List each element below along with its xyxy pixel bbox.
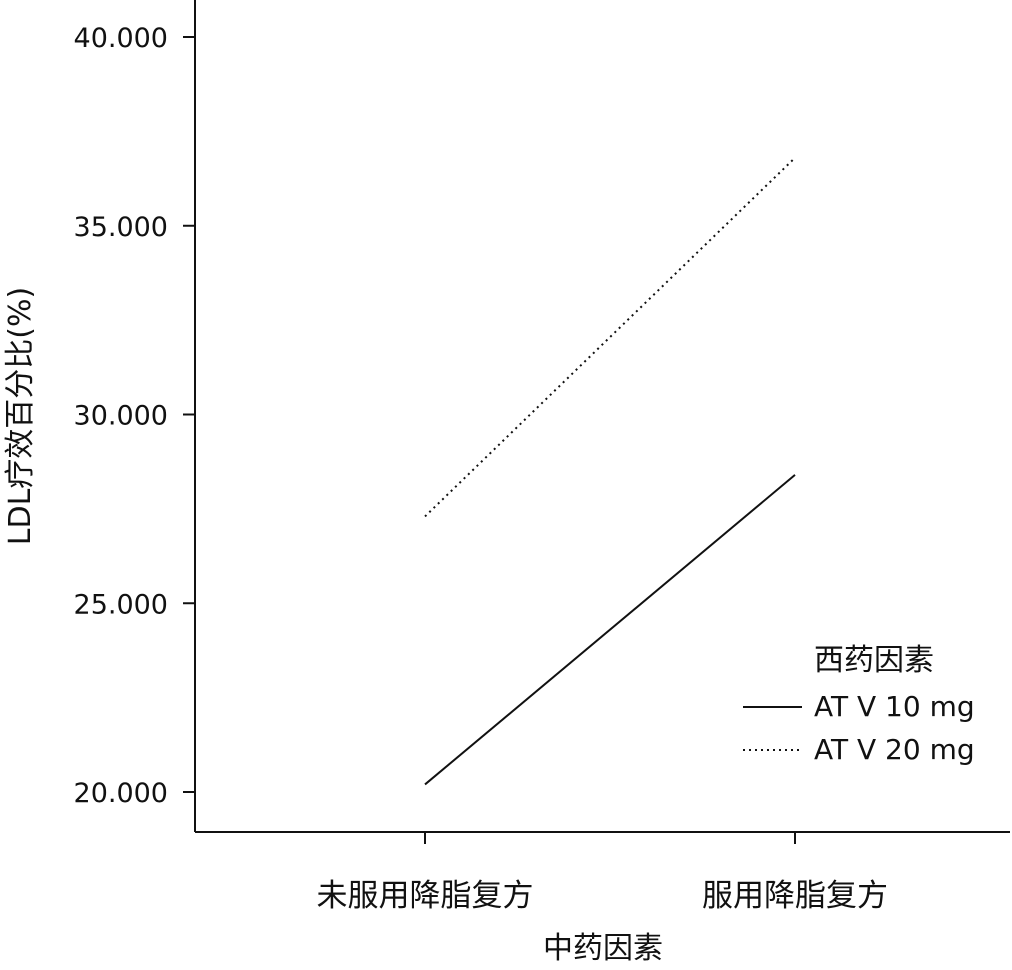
x-axis-title: 中药因素: [543, 931, 663, 966]
legend: 西药因素 AT V 10 mg AT V 20 mg: [743, 643, 975, 766]
y-tick-label: 20.000: [74, 778, 168, 809]
legend-title: 西药因素: [814, 643, 934, 678]
legend-label-atv10: AT V 10 mg: [814, 690, 975, 723]
y-tick-label: 40.000: [74, 23, 168, 54]
series-line-atv10: [424, 474, 796, 786]
x-category-label: 服用降脂复方: [702, 878, 888, 914]
y-tick-label: 30.000: [74, 401, 168, 432]
x-axis-ticks: 未服用降脂复方 服用降脂复方: [317, 832, 888, 914]
y-tick-label: 25.000: [74, 589, 168, 620]
series-line-atv20: [424, 157, 796, 518]
legend-label-atv20: AT V 20 mg: [814, 733, 975, 766]
y-tick-label: 35.000: [74, 212, 168, 243]
series-lines: [424, 157, 796, 786]
y-axis-title: LDL疗效百分比(%): [3, 287, 38, 545]
y-axis-ticks: 20.000 25.000 30.000 35.000 40.000: [74, 23, 195, 809]
x-category-label: 未服用降脂复方: [317, 878, 534, 914]
